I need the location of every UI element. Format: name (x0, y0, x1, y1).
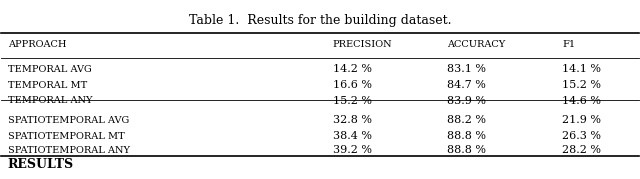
Text: F1: F1 (562, 40, 575, 49)
Text: 39.2 %: 39.2 % (333, 145, 372, 155)
Text: SPATIOTEMPORAL AVG: SPATIOTEMPORAL AVG (8, 116, 129, 125)
Text: TEMPORAL MT: TEMPORAL MT (8, 81, 87, 90)
Text: PRECISION: PRECISION (333, 40, 392, 49)
Text: 15.2 %: 15.2 % (333, 96, 372, 106)
Text: RESULTS: RESULTS (8, 158, 74, 171)
Text: 88.2 %: 88.2 % (447, 115, 486, 125)
Text: TEMPORAL AVG: TEMPORAL AVG (8, 65, 92, 74)
Text: 14.6 %: 14.6 % (562, 96, 601, 106)
Text: 16.6 %: 16.6 % (333, 80, 372, 90)
Text: 32.8 %: 32.8 % (333, 115, 372, 125)
Text: 26.3 %: 26.3 % (562, 131, 601, 141)
Text: 15.2 %: 15.2 % (562, 80, 601, 90)
Text: 83.9 %: 83.9 % (447, 96, 486, 106)
Text: APPROACH: APPROACH (8, 40, 67, 49)
Text: ACCURACY: ACCURACY (447, 40, 506, 49)
Text: SPATIOTEMPORAL MT: SPATIOTEMPORAL MT (8, 132, 125, 141)
Text: 88.8 %: 88.8 % (447, 145, 486, 155)
Text: Table 1.  Results for the building dataset.: Table 1. Results for the building datase… (189, 14, 451, 27)
Text: 14.2 %: 14.2 % (333, 64, 372, 74)
Text: 88.8 %: 88.8 % (447, 131, 486, 141)
Text: 21.9 %: 21.9 % (562, 115, 601, 125)
Text: SPATIOTEMPORAL ANY: SPATIOTEMPORAL ANY (8, 146, 130, 155)
Text: 28.2 %: 28.2 % (562, 145, 601, 155)
Text: 84.7 %: 84.7 % (447, 80, 486, 90)
Text: 83.1 %: 83.1 % (447, 64, 486, 74)
Text: TEMPORAL ANY: TEMPORAL ANY (8, 96, 92, 105)
Text: 14.1 %: 14.1 % (562, 64, 601, 74)
Text: 38.4 %: 38.4 % (333, 131, 372, 141)
